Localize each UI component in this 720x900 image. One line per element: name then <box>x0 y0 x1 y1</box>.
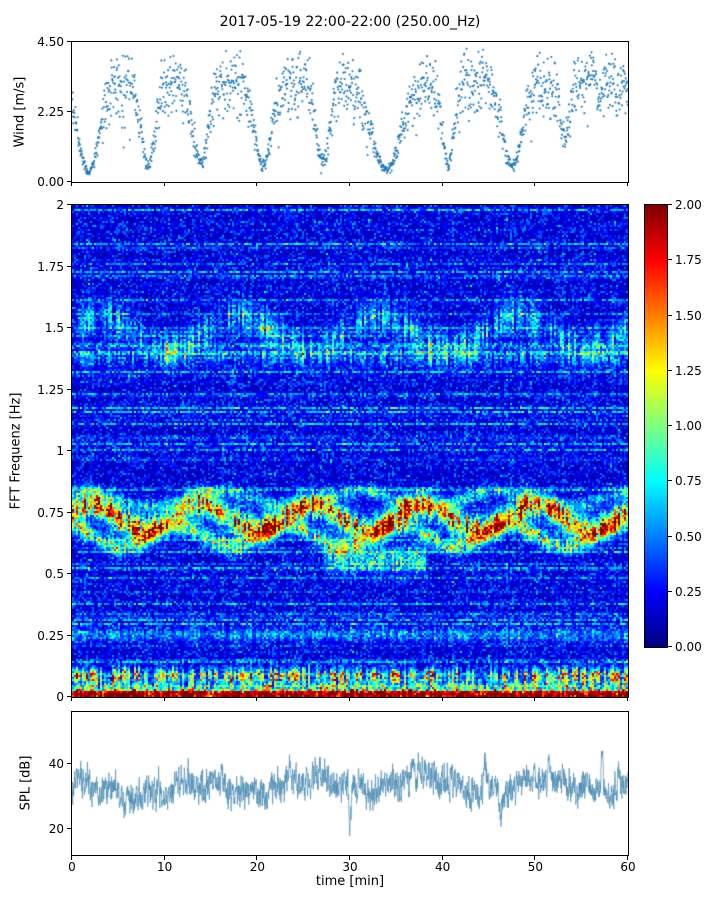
colorbar-tick-label: 1.50 <box>675 308 702 323</box>
tick-mark <box>256 856 257 860</box>
tick-mark <box>668 480 672 481</box>
wind-y-axis-label: Wind [m/s] <box>12 76 28 148</box>
tick-mark <box>668 204 672 205</box>
tick-mark <box>67 389 71 390</box>
tick-mark <box>67 635 71 636</box>
tick-mark <box>67 327 71 328</box>
tick-mark <box>668 370 672 371</box>
spectrogram-y-tick-label: 1.25 <box>37 382 64 397</box>
tick-mark <box>164 856 165 860</box>
tick-mark <box>67 41 71 42</box>
tick-mark <box>668 591 672 592</box>
x-tick-label: 40 <box>435 860 451 874</box>
spectrogram-y-tick-label: 2 <box>56 198 64 212</box>
colorbar-tick-label: 2.00 <box>675 198 702 212</box>
tick-mark <box>349 183 350 186</box>
tick-mark <box>442 698 443 701</box>
spectrogram-y-tick-label: 0.75 <box>37 505 64 520</box>
wind-scatter-plot <box>71 41 629 183</box>
wind-y-tick-label: 0.00 <box>37 175 64 189</box>
spectrogram-y-tick-label: 1.5 <box>44 321 64 335</box>
tick-mark <box>442 856 443 860</box>
colorbar-tick-label: 0.25 <box>675 584 702 599</box>
x-tick-label: 50 <box>527 860 543 874</box>
tick-mark <box>534 183 535 186</box>
x-tick-label: 10 <box>157 860 173 874</box>
tick-mark <box>164 698 165 701</box>
colorbar-tick-label: 0.75 <box>675 474 702 489</box>
tick-mark <box>534 698 535 701</box>
tick-mark <box>668 536 672 537</box>
tick-mark <box>668 646 672 647</box>
x-tick-label: 0 <box>68 860 76 874</box>
tick-mark <box>67 450 71 451</box>
wind-y-tick-label: 2.25 <box>37 105 64 119</box>
tick-mark <box>668 425 672 426</box>
colorbar-tick-label: 1.25 <box>675 363 702 378</box>
spectrogram-y-tick-label: 1.75 <box>37 259 64 274</box>
tick-mark <box>67 512 71 513</box>
spl-line-plot <box>71 711 629 856</box>
tick-mark <box>668 259 672 260</box>
tick-mark <box>67 111 71 112</box>
spectrogram-heatmap <box>71 204 629 698</box>
spectrogram-y-tick-label: 0 <box>56 690 64 704</box>
spectrogram-y-tick-label: 0.5 <box>44 567 64 581</box>
x-axis-label: time [min] <box>315 874 385 889</box>
tick-mark <box>534 856 535 860</box>
tick-mark <box>442 183 443 186</box>
colorbar-tick-label: 1.00 <box>675 419 702 433</box>
tick-mark <box>349 856 350 860</box>
tick-mark <box>668 315 672 316</box>
tick-mark <box>349 698 350 701</box>
colorbar <box>644 204 668 648</box>
figure-title: 2017-05-19 22:00-22:00 (250.00_Hz) <box>219 14 481 30</box>
tick-mark <box>627 183 628 186</box>
tick-mark <box>71 856 72 860</box>
spectrogram-y-tick-label: 0.25 <box>37 628 64 643</box>
spl-y-tick-label: 40 <box>48 757 64 771</box>
tick-mark <box>71 183 72 186</box>
spectrogram-y-tick-label: 1 <box>56 444 64 458</box>
colorbar-tick-label: 0.00 <box>675 640 702 654</box>
x-tick-label: 30 <box>342 860 358 874</box>
tick-mark <box>67 828 71 829</box>
spl-y-axis-label: SPL [dB] <box>18 755 34 811</box>
x-tick-label: 60 <box>620 860 636 874</box>
tick-mark <box>67 573 71 574</box>
tick-mark <box>256 183 257 186</box>
tick-mark <box>67 266 71 267</box>
wind-y-tick-label: 4.50 <box>37 35 64 49</box>
spectrogram-y-axis-label: FFT Frequenz [Hz] <box>8 392 24 510</box>
x-tick-label: 20 <box>249 860 265 874</box>
tick-mark <box>67 181 71 182</box>
tick-mark <box>71 698 72 701</box>
tick-mark <box>256 698 257 701</box>
tick-mark <box>164 183 165 186</box>
tick-mark <box>627 856 628 860</box>
tick-mark <box>627 698 628 701</box>
colorbar-tick-label: 0.50 <box>675 529 702 544</box>
tick-mark <box>67 696 71 697</box>
colorbar-tick-label: 1.75 <box>675 253 702 268</box>
tick-mark <box>67 763 71 764</box>
tick-mark <box>67 204 71 205</box>
spl-y-tick-label: 20 <box>48 822 64 836</box>
